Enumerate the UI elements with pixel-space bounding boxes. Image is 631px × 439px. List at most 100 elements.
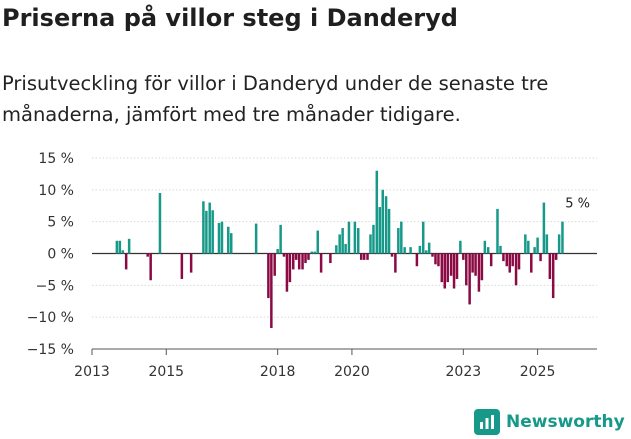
y-tick-label: −5 % xyxy=(36,278,74,294)
bar xyxy=(304,253,307,264)
bar xyxy=(118,240,122,254)
bar xyxy=(341,228,344,254)
bar xyxy=(536,237,539,254)
bar xyxy=(427,242,431,254)
x-tick-label: 2013 xyxy=(74,364,110,380)
y-tick-label: 0 % xyxy=(47,247,74,263)
bar xyxy=(517,253,521,270)
bar xyxy=(548,253,552,279)
y-tick-label: −10 % xyxy=(27,310,74,326)
bar xyxy=(372,224,375,254)
bar xyxy=(124,253,128,270)
bar xyxy=(316,230,320,254)
bar xyxy=(502,253,505,262)
bar xyxy=(115,240,119,254)
bar xyxy=(455,253,459,279)
bar xyxy=(359,253,363,260)
bar xyxy=(486,247,490,254)
bar xyxy=(449,253,453,276)
bar xyxy=(524,234,527,254)
bar xyxy=(511,253,514,267)
bar xyxy=(496,208,499,254)
bar xyxy=(471,253,474,273)
bar xyxy=(335,245,338,254)
bar xyxy=(415,253,419,267)
bar xyxy=(400,221,403,254)
bar xyxy=(551,253,555,299)
bar xyxy=(227,226,230,254)
bar xyxy=(505,253,509,267)
bar xyxy=(421,221,425,254)
last-value-annotation: 5 % xyxy=(565,197,590,212)
bar xyxy=(329,253,332,264)
bar xyxy=(310,251,314,254)
axes: 15 % 10 % 5 % 0 % −5 % −10 % −15 %2013 2015 2018… xyxy=(27,151,597,380)
bar xyxy=(294,253,298,260)
bar xyxy=(319,253,323,273)
bar xyxy=(437,253,440,267)
y-tick-label: 5 % xyxy=(47,215,74,231)
bar xyxy=(347,221,351,254)
bar xyxy=(390,253,394,257)
bar xyxy=(462,253,465,260)
bar xyxy=(489,253,493,267)
bar xyxy=(397,228,400,254)
bar xyxy=(254,223,258,254)
bar-chart-icon xyxy=(474,409,500,435)
bar xyxy=(121,250,125,254)
bar xyxy=(211,210,214,254)
bar xyxy=(146,253,149,257)
x-tick-label: 2023 xyxy=(446,364,482,380)
bar xyxy=(527,240,530,254)
bar xyxy=(557,234,561,254)
bar xyxy=(561,221,564,254)
bar xyxy=(539,253,542,262)
bar xyxy=(545,234,549,254)
bar xyxy=(301,253,304,270)
bar xyxy=(554,253,558,260)
bar-series xyxy=(115,170,564,328)
bar xyxy=(459,240,462,254)
x-tick-label: 2015 xyxy=(148,364,184,380)
y-tick-label: 10 % xyxy=(38,183,74,199)
x-tick-label: 2020 xyxy=(334,364,370,380)
bar xyxy=(465,253,468,286)
bar xyxy=(270,253,273,328)
bar xyxy=(273,253,276,276)
bar xyxy=(474,253,477,276)
bar xyxy=(279,224,282,254)
bar xyxy=(542,202,546,254)
bar xyxy=(149,253,152,281)
bar xyxy=(440,253,444,283)
bar xyxy=(452,253,456,289)
bar xyxy=(468,253,471,305)
bar xyxy=(220,221,224,254)
bar xyxy=(297,253,301,270)
bar xyxy=(514,253,518,286)
bar xyxy=(483,240,487,254)
bar xyxy=(267,253,270,299)
bar xyxy=(338,234,341,254)
newsworthy-logo: Newsworthy xyxy=(474,408,625,436)
bar xyxy=(362,253,366,260)
x-tick-label: 2018 xyxy=(260,364,296,380)
bar xyxy=(356,228,360,254)
bar xyxy=(180,253,184,279)
bar xyxy=(127,238,131,254)
brand-name: Newsworthy xyxy=(506,412,625,432)
bar xyxy=(424,250,428,254)
bar xyxy=(217,222,221,254)
bar xyxy=(477,253,481,292)
bar xyxy=(434,253,437,265)
bar xyxy=(381,189,384,254)
bar xyxy=(508,253,511,273)
bar xyxy=(285,253,289,292)
bar xyxy=(480,253,484,281)
bar xyxy=(288,253,292,283)
bar xyxy=(403,247,406,254)
bar xyxy=(394,253,397,273)
x-tick-label: 2025 xyxy=(520,364,556,380)
bar xyxy=(384,196,388,254)
chart-title: Priserna på villor steg i Danderyd xyxy=(2,4,458,32)
